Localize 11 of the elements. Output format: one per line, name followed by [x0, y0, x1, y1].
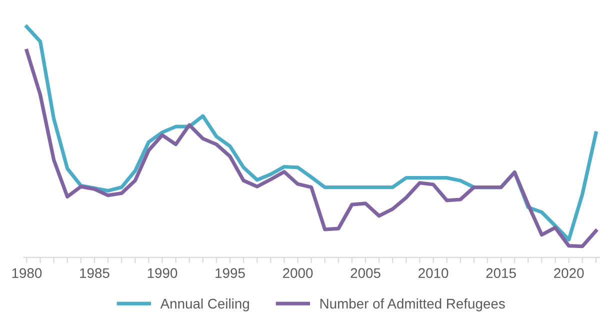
- legend-label: Annual Ceiling: [160, 298, 249, 312]
- x-tick-label: 2000: [283, 268, 313, 278]
- x-tick-label: 2015: [486, 268, 516, 278]
- x-tick-label: 2005: [350, 268, 380, 278]
- x-tick-label: 1985: [80, 268, 110, 278]
- x-tick-label: 1995: [216, 268, 245, 278]
- x-tick-label: 1990: [148, 268, 178, 278]
- x-tick-label: 2020: [554, 268, 584, 278]
- legend-label: Number of Admitted Refugees: [320, 298, 505, 312]
- x-tick-label: 2010: [418, 268, 448, 278]
- x-tick-label: 1980: [12, 268, 42, 278]
